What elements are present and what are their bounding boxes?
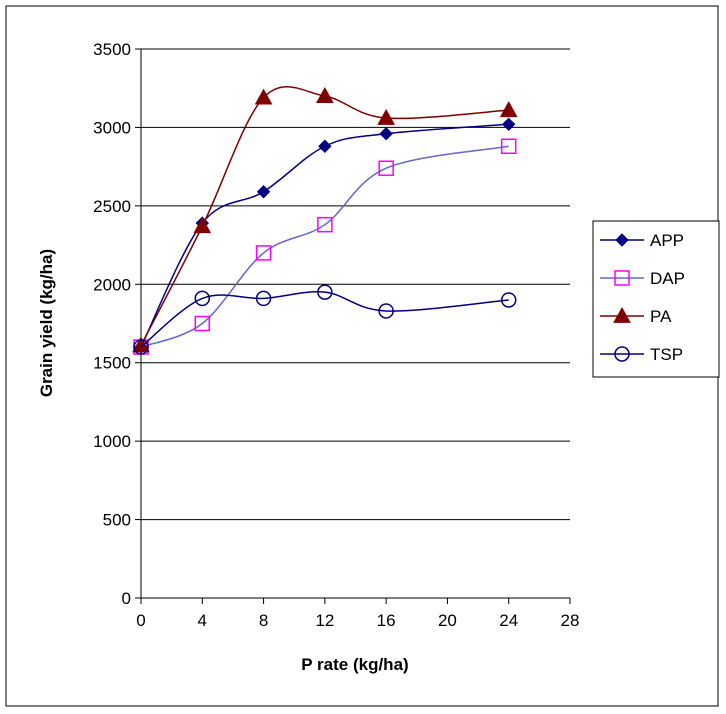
data-point-tsp	[317, 284, 333, 300]
series-line-tsp	[140, 291, 509, 348]
data-point-app	[256, 185, 271, 199]
legend-item-tsp: TSP	[600, 345, 683, 364]
data-point-dap	[317, 216, 333, 233]
data-point-pa	[499, 101, 518, 118]
legend-box	[592, 220, 720, 378]
data-point-tsp	[500, 292, 517, 308]
series-group	[132, 86, 518, 355]
series-line-dap	[140, 145, 509, 348]
data-point-app	[502, 117, 516, 131]
y-tick-label: 1500	[93, 354, 131, 373]
data-point-tsp	[133, 339, 149, 355]
y-tick-label: 2000	[93, 275, 131, 294]
legend-marker	[614, 346, 630, 362]
x-tick-label: 20	[438, 611, 457, 630]
axes: 0 500 1000 1500 2000 2500 3000 3500 0 4 8 12 16 20 24 2…	[93, 40, 579, 630]
data-point-dap	[194, 315, 211, 332]
data-point-tsp	[255, 290, 272, 307]
data-point-app	[318, 139, 332, 153]
x-tick-label: 12	[315, 611, 334, 630]
x-tick-label: 4	[198, 611, 207, 630]
data-point-dap	[500, 138, 517, 155]
legend-label: TSP	[650, 345, 683, 364]
legend-marker	[614, 270, 630, 286]
x-tick-label: 24	[499, 611, 518, 630]
data-point-pa	[193, 217, 212, 234]
y-tick-label: 3000	[93, 118, 131, 137]
series-line-app	[140, 123, 509, 348]
data-point-pa	[254, 88, 273, 105]
legend: APP DAP PA TSP	[592, 220, 720, 378]
legend-label: APP	[650, 231, 684, 250]
series-tsp	[133, 284, 517, 355]
y-tick-label: 1000	[93, 432, 131, 451]
data-point-app	[379, 126, 393, 141]
legend-item-app: APP	[600, 231, 684, 250]
y-tick-label: 500	[103, 511, 131, 530]
legend-item-dap: DAP	[600, 269, 685, 288]
y-axis-title: Grain yield (kg/ha)	[37, 249, 56, 397]
data-point-pa	[132, 336, 150, 353]
y-tick-label: 3500	[93, 40, 131, 59]
legend-item-pa: PA	[600, 306, 672, 326]
y-tick-label: 2500	[93, 197, 131, 216]
legend-marker	[613, 306, 631, 323]
x-tick-label: 28	[561, 611, 580, 630]
data-point-dap	[255, 245, 272, 261]
y-tick-label: 0	[122, 589, 131, 608]
data-point-tsp	[194, 290, 211, 307]
legend-label: PA	[650, 307, 672, 326]
data-point-pa	[377, 108, 395, 125]
series-line-pa	[140, 86, 509, 346]
series-pa	[132, 86, 518, 353]
x-axis-title: P rate (kg/ha)	[301, 655, 408, 674]
x-tick-label: 16	[377, 611, 396, 630]
data-point-dap	[378, 160, 394, 176]
data-point-tsp	[378, 303, 394, 319]
legend-label: DAP	[650, 269, 685, 288]
gridlines	[141, 48, 570, 521]
legend-marker	[615, 233, 629, 247]
x-tick-label: 8	[259, 611, 268, 630]
x-tick-label: 0	[136, 611, 145, 630]
data-point-pa	[316, 87, 334, 103]
